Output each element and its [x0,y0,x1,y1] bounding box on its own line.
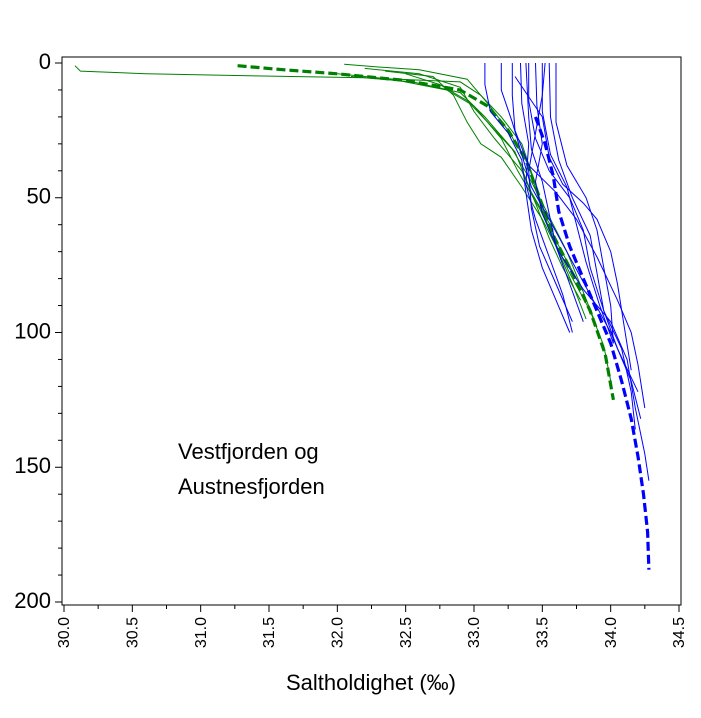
x-axis: 30.0 30.5 31.0 31.5 32.0 32.5 33.0 33.5 34.0 34.5 [56,605,688,648]
blue-profile-7-line [541,63,614,344]
green-mean-line [237,64,615,401]
x-tick-label: 30.5 [125,617,142,648]
x-tick-label: 34.5 [671,617,688,648]
blue-profile-12-line [528,62,573,322]
y-tick-label: 200 [14,588,51,613]
y-tick-label: 100 [14,318,51,343]
y-tick-label: 50 [27,184,51,209]
x-tick-label: 31.5 [261,617,278,648]
green-profile-3-line [364,67,582,301]
annotation-line-2: Austnesfjorden [178,474,325,499]
x-axis-label: Saltholdighet (‰) [286,670,456,695]
green-profile-5-line [405,73,598,328]
x-tick-label: 31.0 [193,617,210,648]
x-tick-label: 32.5 [398,617,415,648]
annotation-line-1: Vestfjorden og [178,439,319,464]
blue-profile-10-line [525,62,584,322]
x-tick-label: 33.5 [535,617,552,648]
blue-profile-1-line [484,63,571,333]
blue-profile-9-line [555,63,614,344]
x-tick-label: 33.0 [466,617,483,648]
green-profile-4-line [385,70,560,252]
y-axis: 0 50 100 150 200 [14,49,62,613]
blue-profile-11-line [514,76,632,371]
x-tick-label: 32.0 [330,617,347,648]
blue-mean-line [533,116,651,570]
blue-profile-3-line [511,63,646,409]
blue-profile-5-line [528,63,639,393]
plot-frame [61,56,682,606]
x-tick-label: 30.0 [56,617,73,648]
blue-profile-8-line [548,62,636,430]
plot-lines [74,62,651,570]
blue-profile-2-line [500,63,642,419]
x-tick-label: 34.0 [603,617,620,648]
y-tick-label: 150 [14,453,51,478]
y-tick-label: 0 [39,49,51,74]
